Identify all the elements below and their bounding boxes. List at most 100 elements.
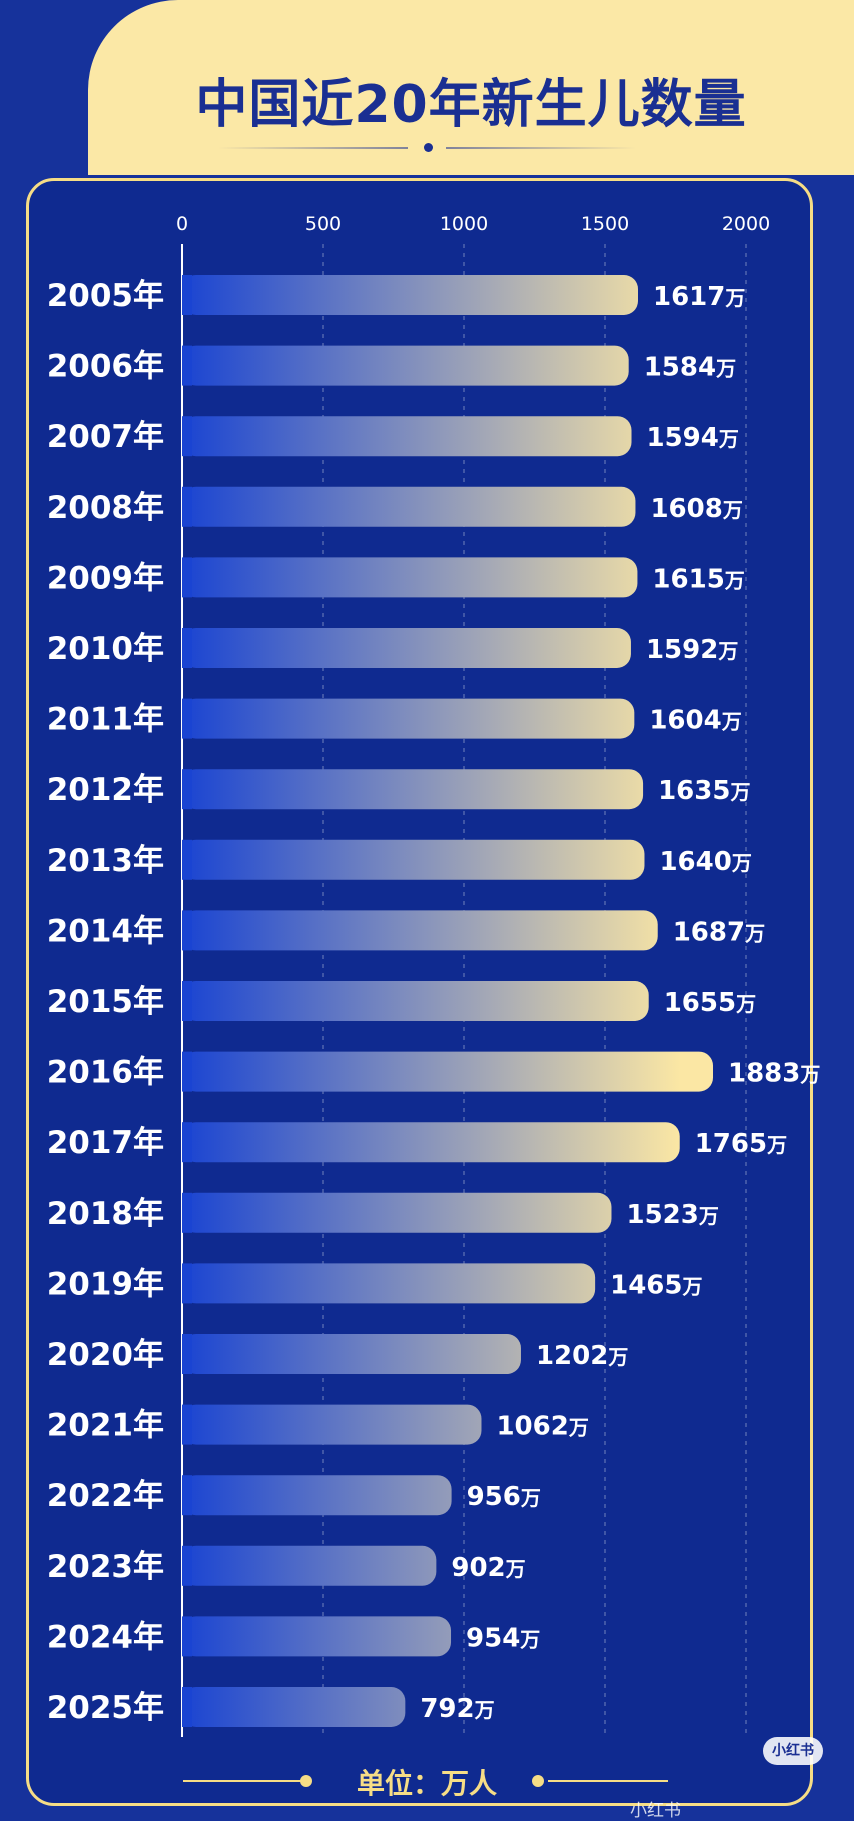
- bar-left-cap: [182, 1475, 192, 1516]
- bar-row: 2016年 1883万: [47, 1051, 820, 1092]
- category-label: 2019年: [47, 1266, 164, 1302]
- data-label: 1202万: [536, 1341, 628, 1371]
- bar: [182, 1687, 406, 1727]
- data-label: 1604万: [649, 706, 741, 736]
- bar-row: 2018年 1523万: [47, 1192, 719, 1233]
- data-label: 1523万: [626, 1200, 718, 1230]
- bars: 2005年 1617万 2006年 1584万 2007年 1594万 2008年 1608万…: [47, 275, 820, 1727]
- data-label: 1655万: [664, 988, 756, 1018]
- bar: [182, 416, 632, 457]
- bar: [182, 698, 635, 739]
- bar-left-cap: [182, 1192, 192, 1233]
- bar-row: 2014年 1687万: [47, 910, 765, 951]
- bar-left-cap: [182, 981, 192, 1021]
- footer-line-left: [183, 1780, 303, 1782]
- bar-left-cap: [182, 628, 192, 668]
- category-label: 2010年: [47, 631, 164, 667]
- bar-row: 2021年 1062万: [47, 1404, 589, 1445]
- data-label: 1615万: [652, 564, 744, 594]
- bar: [182, 1475, 452, 1516]
- footer-dot-right: [532, 1775, 544, 1787]
- bar-row: 2020年 1202万: [47, 1334, 628, 1374]
- bar-left-cap: [182, 275, 192, 315]
- bar-row: 2008年 1608万: [47, 486, 743, 527]
- bar-left-cap: [182, 1687, 192, 1727]
- data-label: 1465万: [610, 1270, 702, 1300]
- bar-row: 2017年 1765万: [47, 1122, 787, 1163]
- bar-row: 2006年 1584万: [47, 345, 736, 386]
- watermark-badge: 小红书: [763, 1737, 823, 1765]
- bar: [182, 1192, 612, 1233]
- bar-row: 2011年 1604万: [47, 698, 742, 739]
- data-label: 1765万: [695, 1129, 787, 1159]
- bar-row: 2019年 1465万: [47, 1263, 703, 1304]
- bar: [182, 1122, 680, 1163]
- x-tick-label: 1500: [581, 213, 629, 235]
- bar-left-cap: [182, 839, 192, 880]
- category-label: 2018年: [47, 1196, 164, 1232]
- bar: [182, 769, 644, 810]
- data-label: 902万: [451, 1553, 525, 1583]
- bar-left-cap: [182, 1334, 192, 1374]
- x-tick-label: 1000: [440, 213, 488, 235]
- data-label: 1883万: [728, 1059, 820, 1089]
- unit-label: 单位：万人: [356, 1767, 497, 1800]
- bar: [182, 981, 649, 1021]
- bar-left-cap: [182, 1616, 192, 1657]
- bar-row: 2023年 902万: [47, 1545, 526, 1586]
- category-label: 2008年: [47, 490, 164, 526]
- bar: [182, 486, 636, 527]
- bar: [182, 557, 638, 598]
- bar-row: 2022年 956万: [47, 1475, 541, 1516]
- bar: [182, 345, 629, 386]
- category-label: 2017年: [47, 1125, 164, 1161]
- data-label: 1592万: [646, 635, 738, 665]
- category-label: 2013年: [47, 843, 164, 879]
- category-label: 2007年: [47, 419, 164, 455]
- footer-line-right: [548, 1780, 668, 1782]
- bar: [182, 628, 631, 668]
- data-label: 792万: [420, 1694, 494, 1724]
- title-divider-dot: [424, 143, 433, 152]
- bar: [182, 1404, 482, 1445]
- data-label: 956万: [467, 1482, 541, 1512]
- category-label: 2023年: [47, 1549, 164, 1585]
- data-label: 1584万: [644, 353, 736, 383]
- bar-left-cap: [182, 1263, 192, 1304]
- chart-title: 中国近20年新生儿数量: [195, 75, 747, 135]
- bar-row: 2012年 1635万: [47, 769, 750, 810]
- bar-row: 2009年 1615万: [47, 557, 745, 598]
- bar-left-cap: [182, 910, 192, 951]
- bar-left-cap: [182, 769, 192, 810]
- footer-dot-left: [300, 1775, 312, 1787]
- category-label: 2025年: [47, 1690, 164, 1726]
- bar: [182, 275, 638, 315]
- category-label: 2024年: [47, 1619, 164, 1655]
- data-label: 1640万: [659, 847, 751, 877]
- bar: [182, 1616, 452, 1657]
- data-label: 954万: [466, 1623, 540, 1653]
- category-label: 2016年: [47, 1055, 164, 1091]
- category-label: 2012年: [47, 772, 164, 808]
- category-label: 2009年: [47, 560, 164, 596]
- bar: [182, 1263, 596, 1304]
- bar-left-cap: [182, 557, 192, 598]
- data-label: 1594万: [647, 423, 739, 453]
- watermark-text: 小红书: [630, 1801, 681, 1821]
- data-label: 1608万: [650, 494, 742, 524]
- data-label: 1617万: [653, 282, 745, 312]
- bar: [182, 1051, 714, 1092]
- x-tick-label: 500: [305, 213, 341, 235]
- category-label: 2022年: [47, 1478, 164, 1514]
- bar: [182, 1545, 437, 1586]
- bar: [182, 839, 645, 880]
- bar-left-cap: [182, 1122, 192, 1163]
- category-label: 2005年: [47, 278, 164, 314]
- category-label: 2011年: [47, 702, 164, 738]
- bar-row: 2024年 954万: [47, 1616, 540, 1657]
- bar-row: 2005年 1617万: [47, 275, 745, 315]
- x-axis-ticks: 0 500 1000 1500 2000: [176, 213, 770, 235]
- x-tick-label: 2000: [722, 213, 770, 235]
- bar: [182, 910, 658, 951]
